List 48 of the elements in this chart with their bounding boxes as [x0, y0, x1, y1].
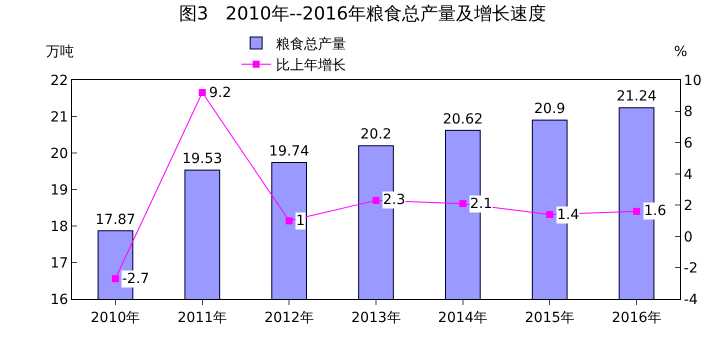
point [198, 89, 206, 96]
data-label: 20.2 [360, 126, 392, 143]
data-label: 1.4 [557, 207, 580, 223]
point [112, 275, 119, 282]
y2-tick-label: 2 [684, 198, 693, 214]
y-axis-title: 万吨 [46, 44, 74, 60]
y-tick-label: 17 [50, 255, 68, 272]
y-tick-label: 16 [50, 292, 68, 308]
data-label: 2.3 [383, 192, 406, 208]
point [546, 211, 554, 218]
chart-title: 图3 2010年--2016年粮食总产量及增长速度 [178, 4, 546, 25]
y2-axis-title: % [674, 44, 688, 60]
data-label: 1.6 [644, 203, 666, 219]
data-label: 2.1 [470, 196, 492, 212]
data-label: 9.2 [209, 85, 232, 101]
point [286, 217, 293, 224]
y2-tick-label: 4 [684, 166, 693, 183]
x-tick-label: 2015年 [524, 310, 575, 326]
data-label: 19.53 [182, 151, 222, 168]
y-tick-label: 19 [50, 182, 68, 198]
legend-label: 比上年增长 [276, 58, 346, 74]
x-tick-label: 2012年 [264, 310, 314, 326]
y2-tick-label: 0 [684, 229, 693, 246]
data-label: 1 [296, 213, 305, 229]
y2-tick-label: -4 [684, 292, 698, 308]
y-tick-label: 18 [50, 218, 68, 235]
y-tick-label: 20 [50, 146, 68, 162]
data-label: -2.7 [122, 271, 150, 287]
y2-tick-label: 6 [684, 135, 693, 152]
data-label: 19.74 [269, 143, 310, 160]
x-tick-label: 2013年 [351, 310, 401, 326]
y2-tick-label: -2 [684, 260, 698, 277]
x-tick-label: 2014年 [438, 310, 488, 326]
data-label: 20.62 [442, 111, 483, 128]
x-tick-label: 2010年 [90, 310, 140, 326]
point [372, 196, 380, 204]
y-tick-label: 21 [50, 109, 68, 126]
data-label: 20.9 [534, 101, 566, 118]
y2-tick-label: 10 [684, 72, 702, 89]
legend-label: 粮食总产量 [276, 36, 346, 52]
x-tick-label: 2011年 [177, 310, 228, 326]
y2-tick-label: 8 [684, 104, 693, 120]
point [459, 200, 466, 208]
y-tick-label: 22 [50, 72, 68, 89]
point [633, 208, 640, 215]
data-label: 21.24 [616, 88, 657, 105]
x-tick-label: 2016年 [612, 310, 662, 326]
data-label: 17.87 [95, 212, 136, 228]
